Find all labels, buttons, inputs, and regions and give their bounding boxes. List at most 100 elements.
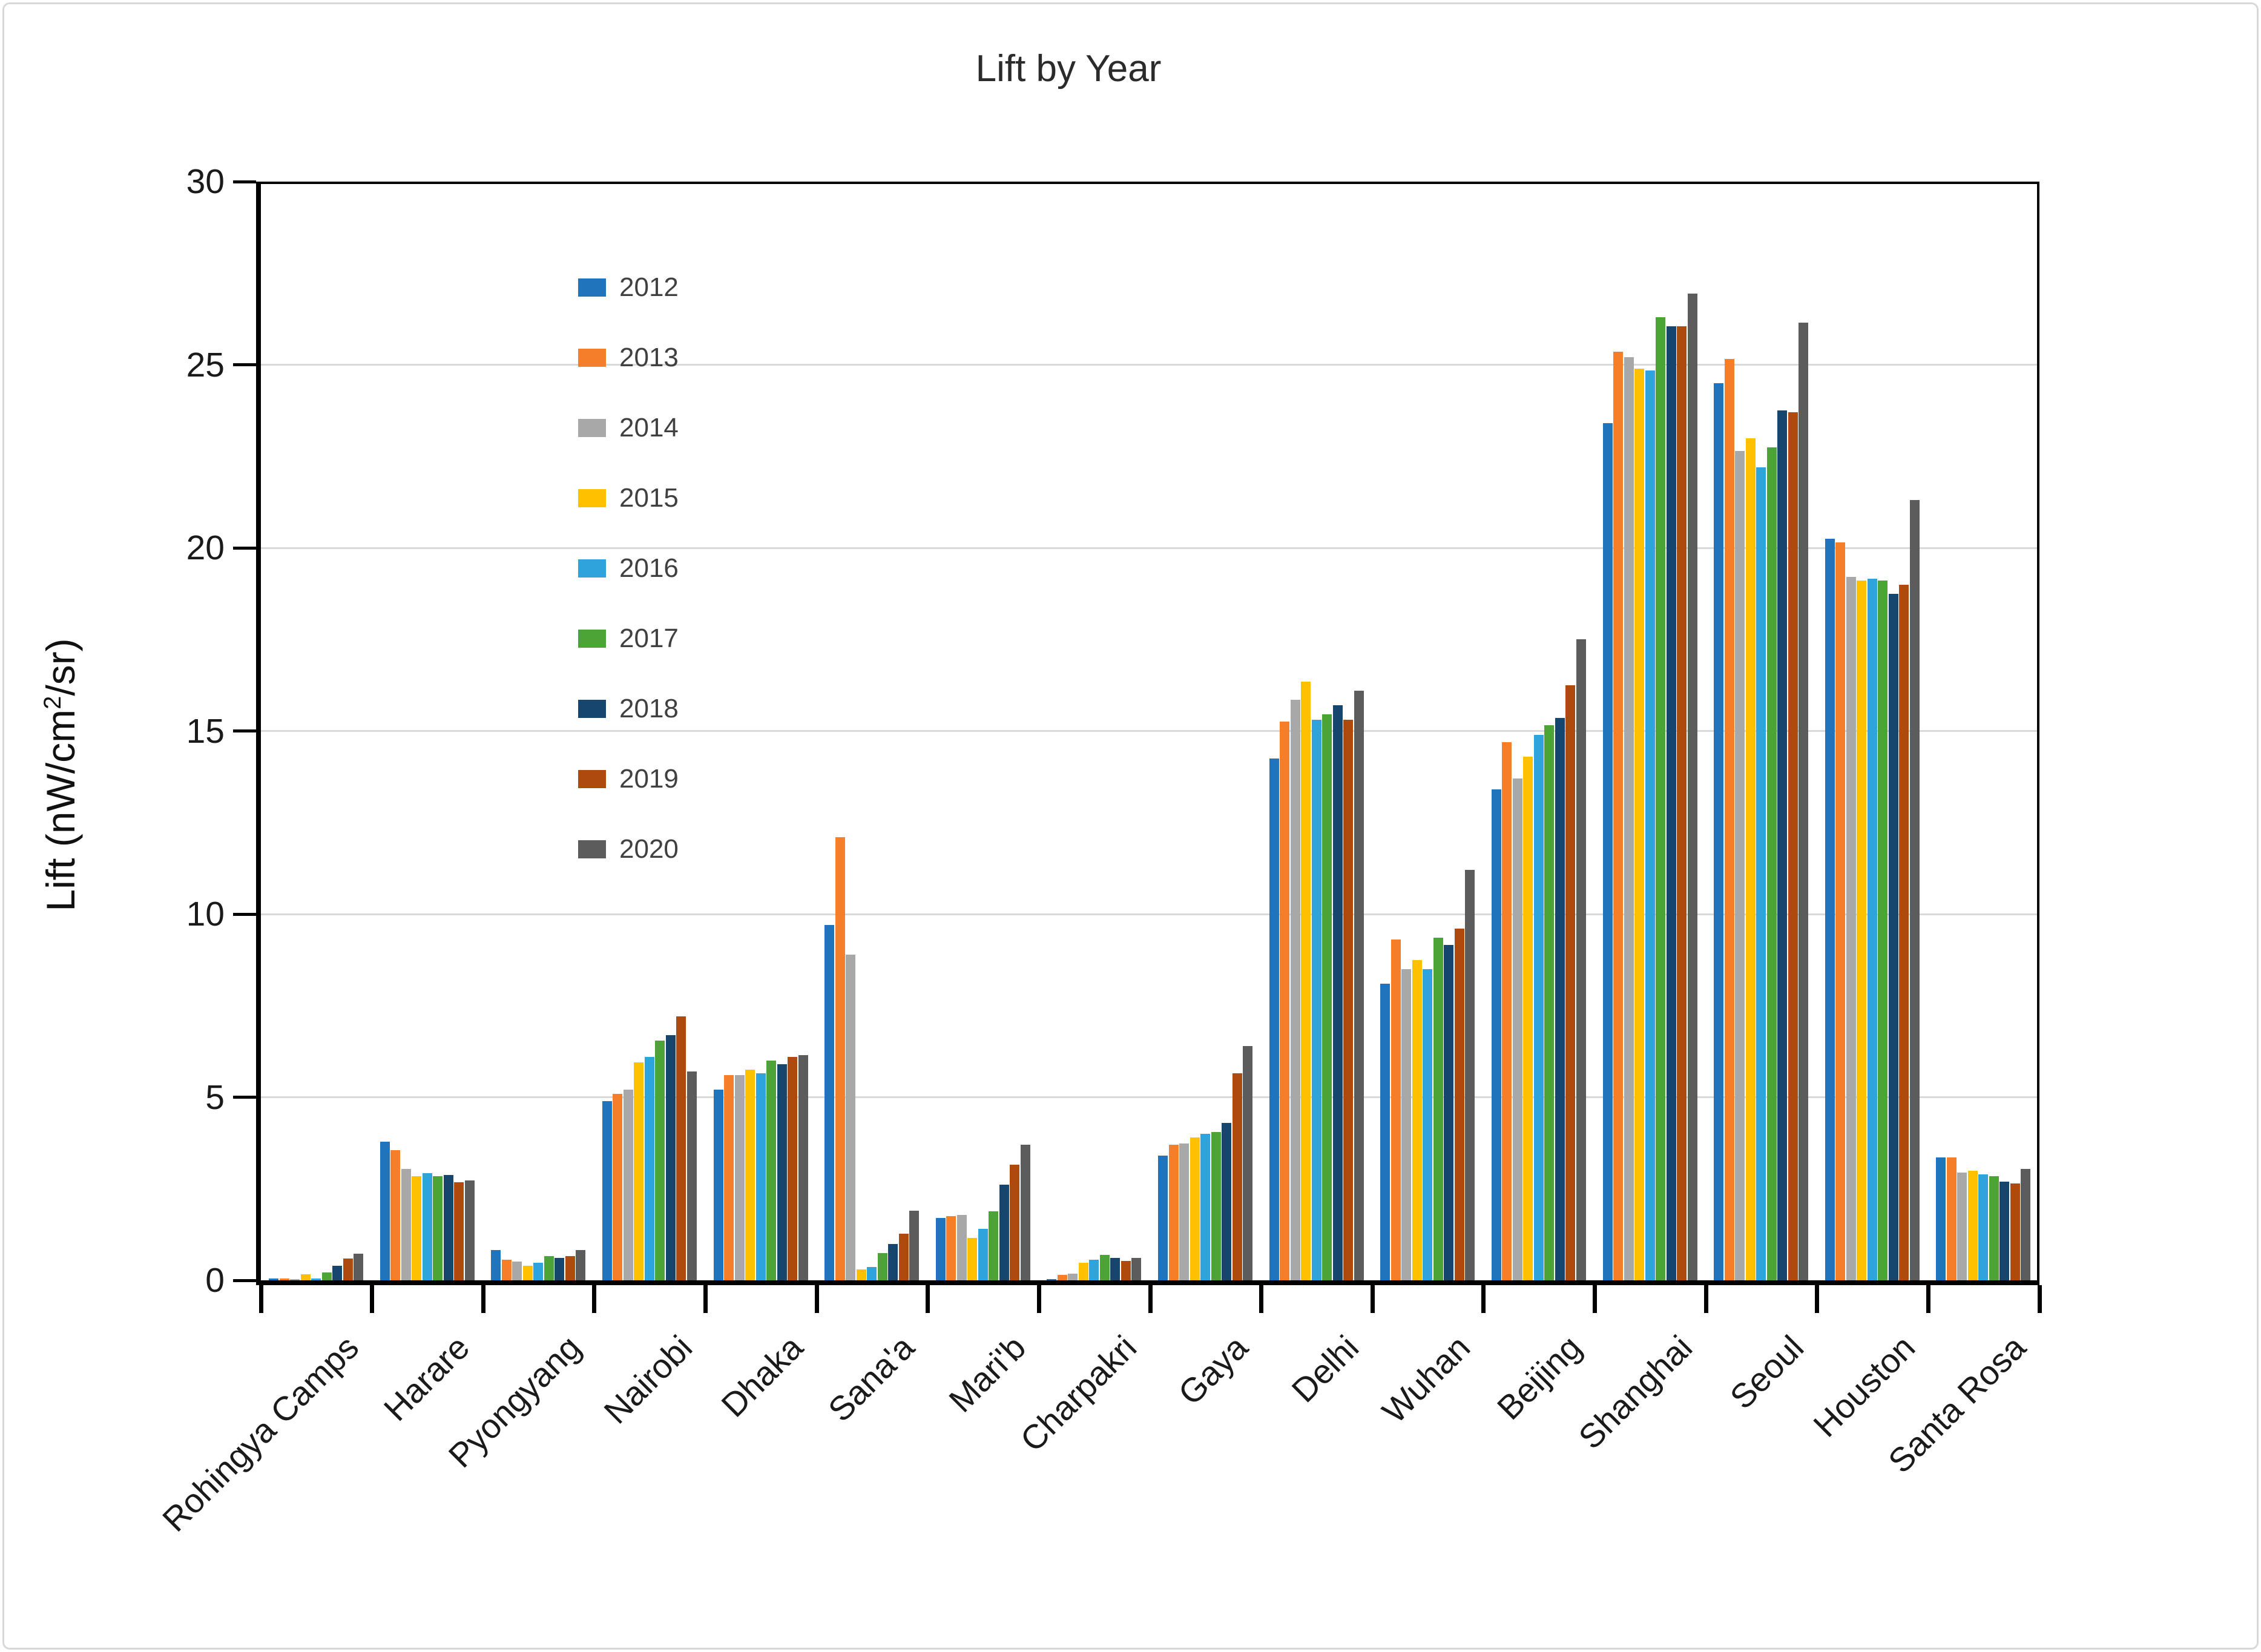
- legend-swatch-2018: [578, 700, 606, 718]
- bar-2018-gaya: [1222, 1122, 1232, 1280]
- bar-2018-rohingya-camps: [332, 1265, 343, 1280]
- bar-2016-santa-rosa: [1978, 1174, 1989, 1280]
- bar-2013-pyongyang: [501, 1259, 512, 1280]
- bar-2016-beijing: [1533, 734, 1544, 1280]
- bar-2019-houston: [1899, 584, 1909, 1280]
- bar-2019-seoul: [1788, 412, 1798, 1280]
- bar-2014-beijing: [1512, 778, 1522, 1280]
- y-axis-title-prefix: Lift (nW/cm: [38, 709, 83, 912]
- x-axis-tick: [814, 1285, 819, 1313]
- bar-2016-rohingya-camps: [311, 1278, 321, 1280]
- bar-2012-santa-rosa: [1936, 1157, 1946, 1280]
- bar-2020-nairobi: [686, 1071, 697, 1280]
- bar-2017-sana-a: [877, 1252, 887, 1280]
- bar-2019-pyongyang: [565, 1256, 575, 1280]
- bar-2016-shanghai: [1645, 370, 1655, 1280]
- bar-2013-shanghai: [1613, 352, 1624, 1280]
- bar-2013-sana-a: [835, 837, 845, 1280]
- legend-item-2014: 2014: [578, 410, 679, 446]
- x-axis-tick: [926, 1285, 930, 1313]
- y-tick-label: 20: [186, 528, 225, 567]
- bar-2020-wuhan: [1465, 870, 1475, 1280]
- bar-2019-harare: [454, 1182, 464, 1280]
- bar-2018-wuhan: [1444, 945, 1454, 1280]
- bar-2012-sana-a: [824, 925, 835, 1280]
- plot-border-top: [261, 182, 2039, 184]
- bar-2020-mari-b: [1020, 1145, 1030, 1280]
- legend-label-2016: 2016: [619, 553, 679, 583]
- gridline: [261, 364, 2039, 366]
- bar-2014-charpakri: [1068, 1273, 1078, 1280]
- x-axis-tick: [481, 1285, 485, 1313]
- bar-2016-charpakri: [1089, 1259, 1099, 1280]
- bar-2015-nairobi: [634, 1062, 644, 1280]
- y-axis-title-suffix: /sr): [38, 638, 83, 696]
- y-axis-line: [256, 182, 261, 1285]
- bar-2015-beijing: [1523, 756, 1533, 1280]
- x-axis-tick: [592, 1285, 597, 1313]
- bar-2014-rohingya-camps: [290, 1278, 300, 1280]
- bar-2016-pyongyang: [533, 1263, 544, 1280]
- gridline: [261, 1096, 2039, 1098]
- plot-area: [261, 182, 2039, 1280]
- bar-2015-mari-b: [967, 1238, 978, 1280]
- bar-2015-delhi: [1301, 681, 1311, 1280]
- bar-2015-wuhan: [1412, 959, 1422, 1280]
- bar-2019-wuhan: [1454, 929, 1464, 1280]
- bar-2019-sana-a: [898, 1234, 909, 1280]
- legend-swatch-2015: [578, 489, 606, 507]
- bar-2013-beijing: [1502, 742, 1512, 1280]
- gridline: [261, 547, 2039, 549]
- bar-2015-dhaka: [745, 1070, 755, 1280]
- x-axis-tick: [370, 1285, 375, 1313]
- bar-2015-gaya: [1190, 1137, 1200, 1280]
- bar-2012-beijing: [1491, 789, 1501, 1280]
- legend-item-2016: 2016: [578, 550, 679, 587]
- bar-2017-pyongyang: [544, 1256, 554, 1280]
- bar-2013-harare: [390, 1150, 401, 1280]
- legend-item-2018: 2018: [578, 691, 679, 727]
- x-axis-tick: [1370, 1285, 1375, 1313]
- bar-2012-rohingya-camps: [269, 1278, 279, 1280]
- plot-border-right: [2037, 182, 2039, 1280]
- y-axis-tick: [233, 912, 256, 916]
- legend-label-2013: 2013: [619, 343, 679, 372]
- bar-2015-santa-rosa: [1967, 1170, 1978, 1280]
- legend-swatch-2020: [578, 840, 606, 858]
- bar-2018-pyongyang: [555, 1258, 565, 1280]
- bar-2019-beijing: [1565, 685, 1576, 1280]
- x-axis-tick: [1703, 1285, 1708, 1313]
- bar-2012-mari-b: [935, 1218, 946, 1280]
- bar-2016-gaya: [1200, 1134, 1211, 1280]
- bar-2012-shanghai: [1602, 423, 1613, 1280]
- bar-2012-gaya: [1158, 1156, 1168, 1280]
- bar-2015-charpakri: [1078, 1263, 1088, 1280]
- legend-item-2017: 2017: [578, 620, 679, 657]
- x-axis-tick: [2037, 1285, 2042, 1313]
- legend-swatch-2017: [578, 630, 606, 648]
- bar-2018-harare: [443, 1174, 453, 1280]
- bar-2016-nairobi: [644, 1057, 654, 1280]
- y-tick-label: 25: [186, 345, 225, 384]
- bar-2017-wuhan: [1433, 938, 1443, 1280]
- bar-2020-houston: [1909, 500, 1920, 1280]
- bar-2020-charpakri: [1131, 1258, 1142, 1280]
- bar-2020-santa-rosa: [2021, 1168, 2031, 1280]
- legend-swatch-2013: [578, 349, 606, 367]
- y-axis-tick: [233, 180, 256, 183]
- bar-2014-santa-rosa: [1957, 1172, 1967, 1280]
- bar-2018-nairobi: [665, 1035, 676, 1280]
- bar-2014-seoul: [1735, 450, 1745, 1280]
- y-axis-title-superscript: 2: [39, 696, 66, 709]
- bar-2014-nairobi: [623, 1090, 633, 1280]
- x-axis-tick: [1815, 1285, 1820, 1313]
- bar-2013-nairobi: [613, 1093, 623, 1280]
- x-axis-tick: [1036, 1285, 1041, 1313]
- y-axis-tick: [233, 546, 256, 550]
- bar-2014-harare: [401, 1168, 411, 1280]
- bar-2020-dhaka: [798, 1055, 808, 1280]
- bar-2020-pyongyang: [576, 1249, 586, 1280]
- legend-label-2019: 2019: [619, 764, 679, 794]
- bar-2019-rohingya-camps: [343, 1258, 353, 1280]
- y-tick-label: 15: [186, 711, 225, 751]
